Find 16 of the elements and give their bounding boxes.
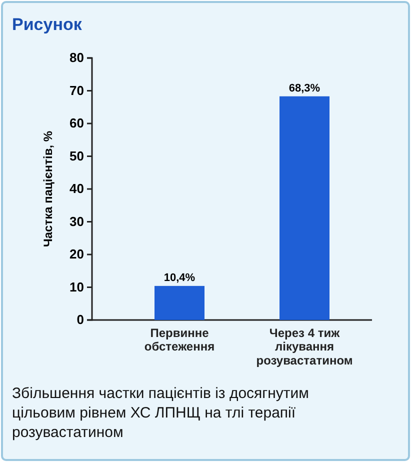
data-label: 10,4% bbox=[164, 272, 196, 284]
data-label: 68,3% bbox=[288, 82, 320, 94]
y-tick-label: 10 bbox=[70, 279, 84, 294]
y-tick-label: 20 bbox=[70, 246, 84, 262]
y-tick-label: 70 bbox=[70, 82, 84, 98]
y-tick-label: 50 bbox=[70, 148, 84, 164]
x-tick-label: Первинне обстеження bbox=[144, 326, 215, 354]
x-tick-label: Через 4 тиж лікування розувастатином bbox=[256, 326, 353, 368]
y-tick-label: 30 bbox=[70, 214, 84, 229]
chart-title: Рисунок bbox=[12, 15, 82, 34]
text: Збільшення частки пацієнтів із досягнутим цільовим рівнем ХС ЛПНЩ на тлі терапії розувастатином bbox=[12, 385, 309, 441]
y-axis-title: Частка пацієнтів, % bbox=[41, 130, 55, 248]
y-tick-label: 80 bbox=[70, 50, 84, 66]
y-tick-label: 40 bbox=[70, 181, 84, 196]
y-tick-label: 60 bbox=[70, 116, 84, 131]
y-tick-label: 0 bbox=[76, 312, 84, 328]
